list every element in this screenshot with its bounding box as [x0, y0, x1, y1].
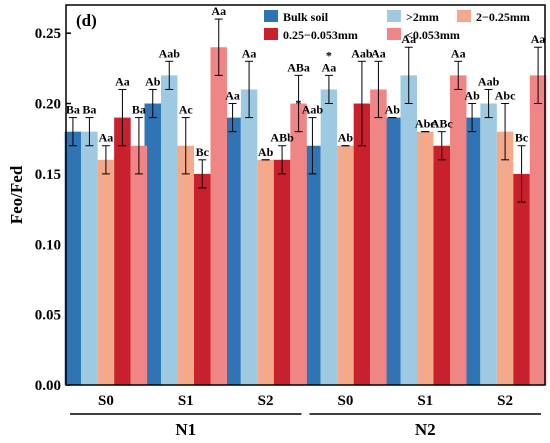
legend-label: >2mm: [406, 10, 439, 24]
legend-swatch: [387, 28, 401, 40]
bar: [97, 159, 115, 385]
legend-label: 0.25−0.053mm: [283, 28, 358, 42]
significance-label: Aab: [351, 46, 373, 60]
significance-label: Aa: [242, 46, 257, 60]
bar: [463, 117, 481, 385]
bar: [210, 47, 227, 385]
significance-label: Aa: [115, 74, 130, 88]
x-tick-label: S0: [98, 393, 114, 409]
significance-label: Aa: [401, 32, 416, 46]
significance-label: Bc: [515, 131, 529, 145]
bar: [290, 103, 307, 385]
significance-label: Ab: [258, 145, 274, 159]
significance-label: Ab: [385, 103, 401, 117]
bar: [161, 75, 178, 386]
y-tick-label: 0.00: [35, 378, 61, 394]
bar: [240, 89, 258, 385]
legend-label: Bulk soil: [283, 10, 329, 24]
significance-label: Aa: [99, 131, 114, 145]
significance-label: Ac: [179, 103, 194, 117]
bar: [114, 117, 131, 385]
significance-asterisk: *: [326, 48, 332, 62]
legend-swatch: [387, 10, 401, 22]
significance-label: ABa: [287, 60, 310, 74]
y-tick-label: 0.10: [35, 237, 61, 253]
x-tick-label: S1: [178, 393, 194, 409]
y-tick-label: 0.25: [35, 26, 61, 42]
significance-label: Abc: [415, 117, 436, 131]
bar: [144, 103, 161, 385]
bar: [273, 159, 291, 385]
significance-label: ABb: [270, 131, 294, 145]
significance-label: ABc: [431, 117, 454, 131]
bar: [417, 131, 434, 385]
bar: [353, 103, 371, 385]
bar: [384, 117, 401, 385]
bar: [529, 75, 547, 386]
legend-swatch: [264, 28, 278, 40]
legend-swatch: [264, 10, 278, 22]
bar: [224, 117, 241, 385]
significance-label: Aa: [451, 46, 466, 60]
bar: [496, 131, 514, 385]
legend-label: 2−0.25mm: [476, 10, 530, 24]
x-tick-label: S0: [337, 393, 353, 409]
y-axis-title: Feo/Fed: [7, 165, 26, 224]
bar: [370, 89, 387, 385]
significance-label: Aa: [322, 60, 337, 74]
significance-label: Ba: [82, 103, 96, 117]
group-label: N2: [415, 420, 436, 439]
x-axis: S0 S1 S2 S0 S1 S2 N1 N2: [69, 393, 542, 439]
y-tick-label: 0.15: [35, 167, 61, 183]
significance-label: Ab: [338, 131, 354, 145]
significance-label: Abc: [495, 89, 516, 103]
bar: [64, 131, 82, 385]
significance-label: Ba: [66, 103, 80, 117]
legend-swatch: [457, 10, 471, 22]
significance-label: Aab: [478, 74, 500, 88]
group-label: N1: [175, 420, 196, 439]
bar: [194, 173, 211, 385]
significance-label: Aa: [531, 32, 546, 46]
bar: [177, 145, 194, 385]
significance-label: Aa: [211, 4, 226, 18]
significance-label: Ba: [132, 103, 146, 117]
significance-asterisk: *: [295, 97, 301, 111]
bar: [320, 89, 338, 385]
significance-label: Bc: [196, 145, 210, 159]
y-tick-label: 0.20: [35, 97, 61, 113]
significance-label: Ab: [145, 74, 161, 88]
significance-label: Aa: [371, 46, 386, 60]
legend-label: <0.053mm: [406, 28, 460, 42]
y-tick-label: 0.05: [35, 308, 61, 324]
significance-label: Aab: [159, 46, 181, 60]
significance-label: Aa: [225, 89, 240, 103]
bar: [304, 145, 321, 385]
bar: [81, 131, 98, 385]
x-tick-label: S2: [258, 393, 274, 409]
bar: [257, 159, 274, 385]
bar: [337, 145, 354, 385]
y-axis-ticks: 0.00 0.05 0.10 0.15 0.20 0.25: [35, 26, 71, 394]
significance-label: Aab: [302, 103, 324, 117]
bar: [450, 75, 467, 386]
bar: [513, 173, 530, 385]
x-tick-label: S2: [497, 393, 513, 409]
significance-label: Ab: [464, 89, 480, 103]
legend: Bulk soil >2mm 2−0.25mm 0.25−0.053mm <0.053m…: [264, 10, 530, 42]
x-tick-label: S1: [417, 393, 433, 409]
bar: [400, 75, 417, 386]
bar: [130, 145, 148, 385]
bar: [433, 145, 450, 385]
plot-frame: [65, 4, 546, 386]
bar: [480, 103, 497, 385]
bars: [64, 18, 547, 386]
panel-label: (d): [76, 11, 97, 30]
